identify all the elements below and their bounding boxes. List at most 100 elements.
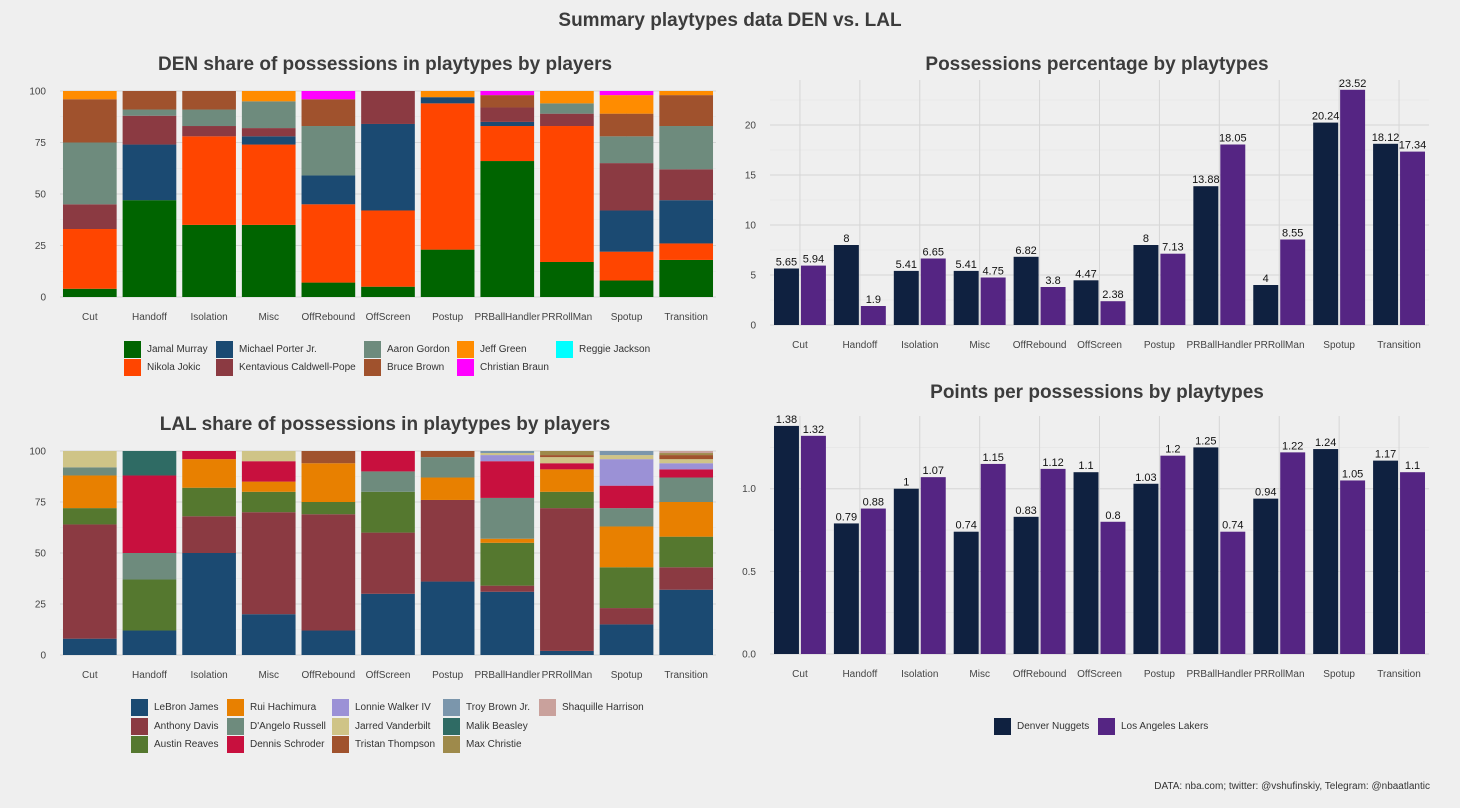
bar-misc-denver-nuggets <box>953 270 979 325</box>
bar-prrollman-max-christie <box>540 451 594 456</box>
y-tick-label: 0.5 <box>742 567 756 578</box>
bar-handoff-malik-beasley <box>122 451 177 476</box>
bar-offrebound-nikola-jokic <box>301 204 356 283</box>
bar-misc-rui-hachimura <box>241 481 296 492</box>
bar-cut-denver-nuggets <box>773 268 799 325</box>
legend-label: Malik Beasley <box>466 720 528 732</box>
legend-swatch <box>131 736 148 753</box>
bar-misc-jeff-green <box>241 91 296 102</box>
legend-label: Christian Braun <box>480 362 549 373</box>
y-tick-label: 25 <box>35 241 47 252</box>
chart-title: Possessions percentage by playtypes <box>925 54 1268 75</box>
data-label: 7.13 <box>1162 242 1183 254</box>
bar-prrollman-aaron-gordon <box>540 103 594 114</box>
bar-isolation-lebron-james <box>182 553 236 655</box>
x-tick-label: Misc <box>258 312 279 323</box>
data-label: 1.25 <box>1195 435 1216 447</box>
legend-swatch <box>124 341 141 358</box>
data-label: 0.83 <box>1015 505 1036 517</box>
bar-spotup-jeff-green <box>599 95 654 114</box>
possessions-pct-chart: Possessions percentage by playtypes 0 5 10 1… <box>735 48 1440 368</box>
bar-spotup-troy-brown-jr <box>599 451 654 456</box>
data-label: 4.47 <box>1075 268 1096 280</box>
lal-player-legend: LeBron James Anthony Davis Austin Reaves Ru… <box>131 699 731 759</box>
x-tick-label: Postup <box>432 670 464 681</box>
y-tick-label: 50 <box>35 549 47 560</box>
bar-offscreen-d-angelo-russell <box>361 471 415 492</box>
data-label: 5.41 <box>955 259 976 271</box>
legend-item-jeff-green: Jeff Green <box>457 341 527 358</box>
bar-offrebound-michael-porter-jr <box>301 175 356 205</box>
data-label: 1.15 <box>982 452 1003 464</box>
bar-handoff-kentavious-caldwell-pope <box>122 115 177 145</box>
bar-prballhandler-troy-brown-jr <box>480 451 535 454</box>
bar-offrebound-lebron-james <box>301 630 356 655</box>
bar-prrollman-anthony-davis <box>540 508 594 651</box>
bar-spotup-austin-reaves <box>599 567 654 609</box>
bar-prrollman-tristan-thompson <box>540 455 594 458</box>
x-tick-label: Postup <box>1144 340 1176 351</box>
data-label: 1.22 <box>1282 440 1303 452</box>
data-label: 4.75 <box>982 266 1003 278</box>
bar-prrollman-denver-nuggets <box>1253 285 1279 325</box>
bar-prrollman-jarred-vanderbilt <box>540 457 594 464</box>
bar-spotup-denver-nuggets <box>1313 122 1339 325</box>
ppp-chart-svg: Points per possessions by playtypes 0.0 0.… <box>742 382 1429 680</box>
bar-spotup-los-angeles-lakers <box>1340 480 1366 654</box>
bar-transition-lebron-james <box>659 589 714 655</box>
bar-offscreen-michael-porter-jr <box>361 123 415 211</box>
bar-transition-lonnie-walker-iv <box>659 463 714 470</box>
x-tick-label: Isolation <box>190 670 227 681</box>
den-player-legend: Jamal Murray Nikola Jokic Michael Porter J… <box>124 341 724 381</box>
data-label: 0.74 <box>955 520 976 532</box>
team-legend: Denver Nuggets Los Angeles Lakers <box>994 718 1294 738</box>
data-label: 8 <box>843 233 849 245</box>
bar-offrebound-bruce-brown <box>301 99 356 127</box>
data-label: 2.38 <box>1102 289 1123 301</box>
bar-handoff-bruce-brown <box>122 91 177 110</box>
bar-transition-shaquille-harrison <box>659 451 714 454</box>
data-label: 1.32 <box>803 424 824 436</box>
x-tick-label: PRRollMan <box>542 312 593 323</box>
x-tick-label: PRRollMan <box>1254 340 1305 351</box>
legend-label: Los Angeles Lakers <box>1121 721 1209 732</box>
legend-swatch <box>124 359 141 376</box>
bar-spotup-michael-porter-jr <box>599 210 654 252</box>
bar-offrebound-los-angeles-lakers <box>1040 468 1066 654</box>
bar-postup-los-angeles-lakers <box>1160 455 1186 654</box>
x-tick-label: OffScreen <box>1077 340 1122 351</box>
bar-handoff-dennis-schroder <box>122 475 177 553</box>
ppp-chart: Points per possessions by playtypes 0.0 0.… <box>735 376 1440 696</box>
bars: 5.65 5.94 8 1.9 5.41 6.65 5.41 4.75 6.82 3.8 4.47 2… <box>773 78 1426 325</box>
bar-offscreen-los-angeles-lakers <box>1100 521 1126 654</box>
legend-label: Michael Porter Jr. <box>239 344 317 355</box>
bar-handoff-denver-nuggets <box>833 245 859 325</box>
x-tick-label: OffRebound <box>1013 340 1067 351</box>
legend-swatch <box>332 736 349 753</box>
bar-prballhandler-nikola-jokic <box>480 126 535 162</box>
bar-transition-aaron-gordon <box>659 126 714 170</box>
legend-item-rui-hachimura: Rui Hachimura <box>227 699 316 716</box>
legend-label: Max Christie <box>466 739 522 750</box>
x-tick-label: OffScreen <box>366 312 411 323</box>
legend-label: Kentavious Caldwell-Pope <box>239 362 356 373</box>
bar-prrollman-austin-reaves <box>540 491 594 509</box>
bar-transition-los-angeles-lakers <box>1400 151 1426 325</box>
bar-postup-nikola-jokic <box>420 103 475 250</box>
den-share-chart-svg: DEN share of possessions in playtypes by… <box>30 54 716 323</box>
x-tick-label: Cut <box>792 669 808 680</box>
legend-label: Troy Brown Jr. <box>466 702 531 713</box>
bar-spotup-anthony-davis <box>599 608 654 625</box>
legend-swatch <box>364 341 381 358</box>
bar-isolation-denver-nuggets <box>893 488 919 654</box>
bar-offscreen-denver-nuggets <box>1073 280 1099 325</box>
data-label: 1 <box>903 477 909 489</box>
data-label: 1.12 <box>1042 457 1063 469</box>
legend-swatch <box>227 717 244 735</box>
bar-prballhandler-christian-braun <box>480 91 535 96</box>
bar-offrebound-jamal-murray <box>301 282 356 297</box>
bar-offscreen-denver-nuggets <box>1073 472 1099 654</box>
x-tick-label: PRBallHandler <box>474 670 540 681</box>
legend-label: Bruce Brown <box>387 362 445 373</box>
bar-cut-lebron-james <box>62 638 117 655</box>
